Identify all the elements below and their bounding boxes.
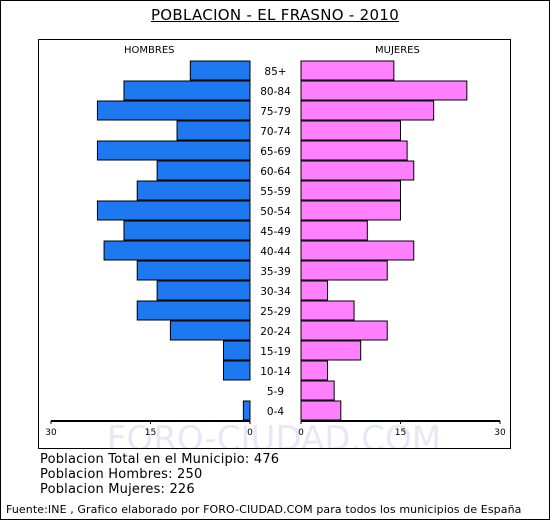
female-bar-45-49 (300, 220, 368, 241)
legend-male-label: HOMBRES (124, 45, 175, 56)
male-tick-label: 0 (247, 428, 253, 438)
male-bar-45-49 (123, 220, 251, 241)
source-footer: Fuente:INE , Grafico elaborado por FORO-… (6, 503, 522, 516)
watermark-text: FORO-CIUDAD.COM (107, 419, 441, 448)
age-label-30-34: 30-34 (260, 286, 291, 298)
male-bar-25-29 (136, 300, 251, 321)
female-tick-label: 30 (494, 428, 506, 438)
female-bar-10-14 (300, 360, 329, 381)
female-bar-60-64 (300, 160, 415, 181)
male-bar-55-59 (136, 180, 251, 201)
age-label-0-4: 0-4 (267, 406, 284, 418)
male-bar-65-69 (96, 140, 251, 161)
age-label-5-9: 5-9 (267, 386, 284, 398)
male-bar-35-39 (136, 260, 251, 281)
age-label-45-49: 45-49 (260, 226, 291, 238)
female-bar-25-29 (300, 300, 355, 321)
age-label-55-59: 55-59 (260, 186, 291, 198)
male-bar-85+ (189, 60, 251, 81)
male-bar-15-19 (222, 340, 251, 361)
chart-area: FORO-CIUDAD.COM HOMBRES MUJERES 85+ 80-84 75-… (38, 39, 511, 449)
female-bar-70-74 (300, 120, 401, 141)
male-bar-60-64 (156, 160, 251, 181)
male-bar-10-14 (222, 360, 251, 381)
age-label-80-84: 80-84 (260, 86, 291, 98)
age-label-15-19: 15-19 (260, 346, 291, 358)
female-tick-label: 15 (395, 428, 406, 438)
female-bar-75-79 (300, 100, 435, 121)
age-label-10-14: 10-14 (260, 366, 291, 378)
male-population-text: Poblacion Hombres: 250 (40, 467, 203, 482)
female-bar-0-4 (300, 400, 342, 421)
age-label-65-69: 65-69 (260, 146, 291, 158)
male-bar-30-34 (156, 280, 251, 301)
male-bar-40-44 (103, 240, 251, 261)
female-bar-55-59 (300, 180, 401, 201)
male-bar-75-79 (96, 100, 251, 121)
male-bar-80-84 (123, 80, 251, 101)
male-bar-50-54 (96, 200, 251, 221)
age-label-35-39: 35-39 (260, 266, 291, 278)
female-bar-15-19 (300, 340, 362, 361)
female-population-text: Poblacion Mujeres: 226 (40, 482, 195, 497)
male-bar-20-24 (169, 320, 251, 341)
female-bar-30-34 (300, 280, 329, 301)
female-bar-50-54 (300, 200, 401, 221)
chart-title: POBLACION - EL FRASNO - 2010 (150, 6, 400, 24)
female-bar-20-24 (300, 320, 388, 341)
age-label-40-44: 40-44 (260, 246, 291, 258)
male-bar-70-74 (176, 120, 251, 141)
legend-female-label: MUJERES (375, 45, 420, 56)
female-bar-35-39 (300, 260, 388, 281)
female-bar-85+ (300, 60, 395, 81)
age-label-50-54: 50-54 (260, 206, 291, 218)
female-bar-80-84 (300, 80, 468, 101)
age-label-60-64: 60-64 (260, 166, 291, 178)
age-label-75-79: 75-79 (260, 106, 291, 118)
male-tick-label: 15 (145, 428, 156, 438)
male-tick-label: 30 (45, 428, 57, 438)
age-label-20-24: 20-24 (260, 326, 291, 338)
total-population-text: Poblacion Total en el Municipio: 476 (40, 452, 280, 467)
female-tick-label: 0 (298, 428, 304, 438)
age-label-25-29: 25-29 (260, 306, 291, 318)
female-bar-5-9 (300, 380, 335, 401)
age-label-85+: 85+ (264, 66, 286, 78)
age-label-70-74: 70-74 (260, 126, 291, 138)
male-bar-0-4 (242, 400, 251, 421)
female-bar-65-69 (300, 140, 408, 161)
population-pyramid: FORO-CIUDAD.COM HOMBRES MUJERES 85+ 80-84 75-… (45, 45, 506, 448)
female-bar-40-44 (300, 240, 415, 261)
